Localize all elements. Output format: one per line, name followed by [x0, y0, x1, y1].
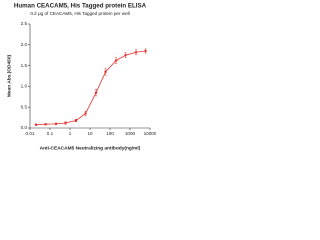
data-point	[94, 91, 98, 94]
y-tick-label: 0.0	[21, 125, 28, 130]
y-axis-label: Mean Abs.(OD450)	[6, 55, 12, 98]
y-tick-label: 2.0	[21, 42, 28, 47]
data-point	[124, 54, 127, 57]
chart-subtitle: 0.2 μg of CEACAM5, His Tagged protein pe…	[30, 11, 129, 16]
x-tick-label: 0.1	[47, 131, 54, 136]
data-point	[64, 121, 67, 125]
x-tick-label: 0.01	[26, 131, 35, 136]
data-point	[34, 123, 38, 126]
chart: Human CEACAM5, His Tagged protein ELISA …	[6, 3, 156, 152]
x-tick-label: 1000	[125, 131, 136, 136]
data-point	[74, 119, 78, 122]
data-point	[114, 59, 118, 62]
data-point	[134, 51, 138, 54]
x-tick-label: 1	[69, 131, 72, 136]
y-tick-label: 0.5	[21, 104, 28, 109]
y-tick-label: 1.5	[21, 63, 28, 68]
data-point	[44, 123, 47, 126]
curve	[36, 50, 146, 126]
chart-title: Human CEACAM5, His Tagged protein ELISA	[14, 3, 147, 10]
x-tick-label: 10	[87, 131, 93, 136]
y-tick-label: 1.0	[21, 84, 28, 89]
data-point	[144, 49, 147, 53]
data-point	[54, 122, 58, 126]
y-tick-label: 2.5	[21, 21, 28, 26]
data-point	[104, 70, 107, 74]
x-tick-label: 10000	[144, 131, 156, 136]
x-tick-label: 100	[106, 131, 114, 136]
x-axis-label: Anti-CEACAM5 Neutralizing antibody(ng/ml…	[40, 145, 141, 151]
data-point	[84, 112, 87, 115]
